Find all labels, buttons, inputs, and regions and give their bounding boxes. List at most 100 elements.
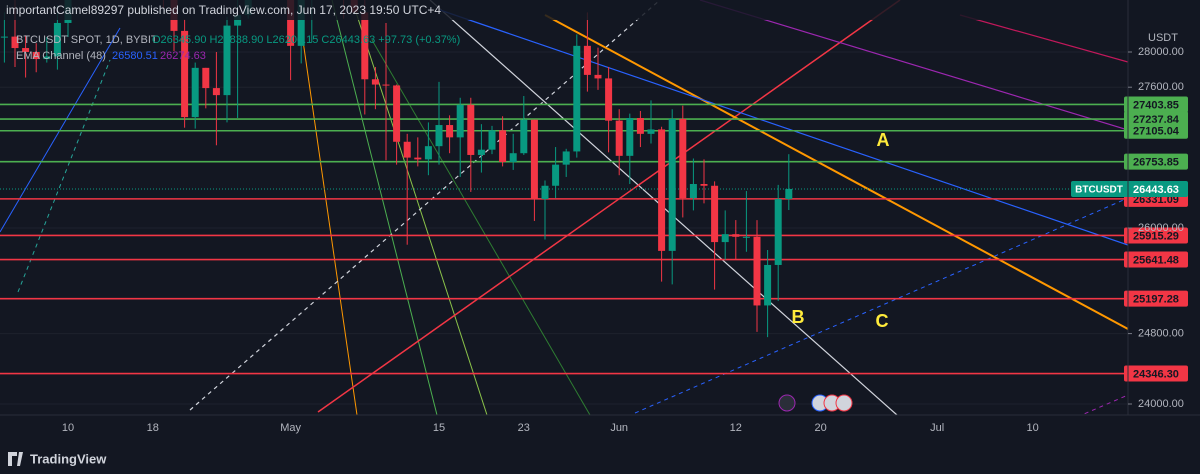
x-tick-label: Jul <box>930 422 944 434</box>
candle-body <box>700 184 708 186</box>
level-label-bg <box>1124 96 1188 113</box>
y-tick-label: 24800.00 <box>1138 328 1184 340</box>
candle-body <box>552 164 560 186</box>
x-tick-label: 10 <box>62 422 74 434</box>
candle-body <box>181 30 189 118</box>
x-tick-label: 12 <box>730 422 742 434</box>
x-tick-label: 18 <box>147 422 159 434</box>
candle-body <box>499 130 507 163</box>
trend-line <box>634 197 1128 414</box>
y-axis: 28000.00 27600.00 26000.00 24800.00 24000.00 <box>1128 46 1184 410</box>
candle-body <box>53 22 61 57</box>
trend-line <box>439 9 1128 246</box>
indicator: EMA Channel (48) <box>16 50 106 62</box>
candle-body <box>234 15 242 26</box>
candle-body <box>721 234 729 243</box>
candle-body <box>0 36 8 38</box>
candle-body <box>541 185 549 199</box>
annotation: C <box>876 311 889 331</box>
candle-body <box>22 48 30 53</box>
candle-body <box>403 141 411 158</box>
candle-body <box>520 119 528 154</box>
candle-body <box>393 85 401 142</box>
candle-body <box>711 185 719 243</box>
candle-body <box>658 129 666 251</box>
candle-body <box>202 67 210 89</box>
last-price-label: 26443.63 <box>1133 184 1179 196</box>
candle-body <box>191 67 199 118</box>
candle-body <box>509 153 517 163</box>
logo <box>8 452 23 466</box>
trend-line <box>371 39 591 415</box>
level-label: 27403.85 <box>1133 99 1179 111</box>
brand: TradingView <box>30 451 107 466</box>
header: importantCamel89297 published on Trading… <box>6 3 441 17</box>
y-tick-label: 26000.00 <box>1138 222 1184 234</box>
drawings <box>0 0 1128 415</box>
candle-body <box>785 188 793 199</box>
candle-body <box>764 264 772 306</box>
trend-line <box>699 0 1128 131</box>
candle-body <box>573 45 581 152</box>
level-label: 25641.48 <box>1133 254 1179 266</box>
y-tick-label: 28000.00 <box>1138 46 1184 58</box>
candle-body <box>456 104 464 138</box>
candle-body <box>424 146 432 160</box>
indicator-value: 26274.63 <box>160 50 206 62</box>
candle-body <box>636 118 644 134</box>
candle-body <box>583 45 591 75</box>
candle-body <box>32 52 40 60</box>
level-label-bg <box>1124 365 1188 382</box>
candle-body <box>297 0 305 46</box>
y-tick-label: 27600.00 <box>1138 81 1184 93</box>
level-label: 26753.85 <box>1133 157 1179 169</box>
candles-layer <box>0 0 793 338</box>
candle-body <box>488 130 496 150</box>
trend-line <box>959 14 1128 63</box>
candle-body <box>435 125 443 147</box>
event-icon <box>778 394 796 412</box>
x-tick-label: 15 <box>433 422 445 434</box>
ticker: BTCUSDT <box>1075 185 1123 196</box>
candle-body <box>689 184 697 199</box>
trend-line <box>331 0 438 415</box>
candle-body <box>371 79 379 85</box>
x-tick-label: 10 <box>1026 422 1038 434</box>
level-label-bg <box>1124 122 1188 139</box>
candle-body <box>753 236 761 306</box>
x-tick-label: May <box>280 422 301 434</box>
y-tick-label: 24000.00 <box>1138 398 1184 410</box>
candle-body <box>668 118 676 251</box>
candle-body <box>382 84 390 86</box>
level-label-bg <box>1124 290 1188 307</box>
candle-body <box>605 78 613 121</box>
candle-body <box>43 56 51 60</box>
candle-body <box>212 88 220 96</box>
candle-body <box>467 104 475 155</box>
footer <box>0 444 1200 474</box>
candle-body <box>446 125 454 138</box>
ohlc: O26345.90 H26838.90 L26206.15 C26443.63 … <box>152 34 460 46</box>
candle-body <box>647 129 655 134</box>
candle-body <box>774 198 782 265</box>
candle-body <box>477 149 485 155</box>
last-price-bg <box>1124 180 1188 197</box>
trend-line <box>17 59 111 293</box>
annotation: A <box>877 130 890 150</box>
candle-body <box>530 119 538 199</box>
trend-line <box>544 14 1128 330</box>
currency: USDT <box>1148 32 1178 44</box>
event-icons <box>778 394 853 412</box>
x-tick-label: 23 <box>518 422 530 434</box>
candle-body <box>361 12 369 80</box>
candle-body <box>287 0 295 46</box>
event-icon <box>835 394 853 412</box>
candle-body <box>594 74 602 79</box>
level-label: 27105.04 <box>1133 126 1180 138</box>
x-tick-label: 20 <box>814 422 826 434</box>
candle-body <box>414 157 422 160</box>
candle-body <box>742 236 750 238</box>
